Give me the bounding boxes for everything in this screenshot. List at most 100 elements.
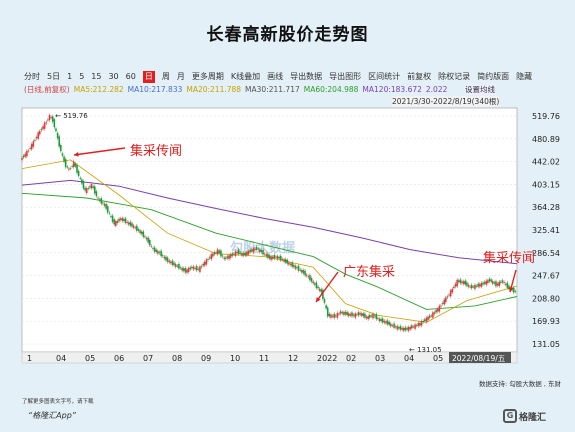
x-tick-label: 11 bbox=[259, 354, 269, 363]
annotation-arrowhead bbox=[316, 297, 321, 302]
candle-body bbox=[271, 256, 274, 259]
candle-body bbox=[419, 322, 421, 326]
toolbar-item-17[interactable]: 除权记录 bbox=[438, 72, 471, 81]
toolbar-item-7[interactable]: 日 bbox=[142, 71, 155, 83]
toolbar-item-1[interactable]: 5日 bbox=[47, 72, 61, 81]
candle-body bbox=[307, 276, 310, 278]
x-tick-label: 04 bbox=[404, 354, 414, 363]
toolbar-item-12[interactable]: 画线 bbox=[267, 72, 284, 81]
candle-body bbox=[482, 282, 484, 285]
candle-body bbox=[317, 286, 319, 289]
candle-body bbox=[123, 218, 125, 221]
toolbar-item-13[interactable]: 导出数据 bbox=[290, 72, 323, 81]
candle-body bbox=[161, 255, 164, 257]
candle-body bbox=[220, 250, 222, 257]
candle-body bbox=[244, 252, 247, 256]
candle-body bbox=[61, 153, 64, 156]
candle-body bbox=[69, 168, 72, 170]
candle-body bbox=[97, 197, 99, 199]
candle-body bbox=[351, 312, 353, 317]
candle-body bbox=[45, 122, 48, 124]
toolbar-item-4[interactable]: 15 bbox=[91, 72, 102, 81]
toolbar-item-18[interactable]: 简约版面 bbox=[477, 72, 510, 81]
candle-body bbox=[142, 231, 145, 237]
candle-body bbox=[503, 282, 505, 283]
candle-body bbox=[412, 326, 415, 328]
toolbar-item-16[interactable]: 前复权 bbox=[407, 72, 432, 81]
toolbar-item-2[interactable]: 1 bbox=[67, 72, 73, 81]
toolbar-item-19[interactable]: 隐藏 bbox=[516, 72, 533, 81]
data-source: 数据支持: 勾股大数据 , 东财 bbox=[479, 380, 561, 388]
candle-body bbox=[402, 327, 405, 331]
candle-body bbox=[396, 326, 399, 330]
toolbar-item-5[interactable]: 30 bbox=[108, 72, 119, 81]
candle-body bbox=[140, 231, 143, 234]
x-axis-strip bbox=[21, 351, 518, 364]
candle-body bbox=[310, 278, 313, 282]
candle-body bbox=[359, 313, 361, 315]
candle-body bbox=[275, 256, 277, 258]
toolbar-item-14[interactable]: 导出图形 bbox=[329, 72, 362, 81]
candle-body bbox=[263, 253, 266, 255]
candle-body bbox=[514, 291, 517, 293]
candle-body bbox=[323, 299, 326, 303]
candle-body bbox=[60, 145, 62, 152]
candle-body bbox=[47, 119, 49, 121]
candle-body bbox=[72, 161, 75, 168]
ma-setting-button[interactable]: 设置均线 bbox=[465, 84, 495, 95]
candle-body bbox=[87, 188, 90, 189]
candle-body bbox=[322, 289, 324, 299]
candle-body bbox=[414, 324, 416, 329]
candle-body bbox=[406, 327, 408, 330]
candle-body bbox=[90, 184, 93, 189]
candle-body bbox=[121, 218, 124, 221]
candle-body bbox=[38, 131, 41, 135]
candle-body bbox=[221, 255, 224, 257]
candle-body bbox=[137, 229, 140, 231]
candle-body bbox=[284, 259, 287, 263]
download-note: 了解更多图表文字写，请下载 bbox=[22, 399, 94, 405]
ma-legend: (日线,前复权) MA5:212.282 MA10:217.833 MA20:211.… bbox=[24, 84, 564, 95]
y-tick-label: 480.89 bbox=[532, 135, 560, 144]
candle-body bbox=[305, 274, 308, 276]
toolbar-item-0[interactable]: 分时 bbox=[24, 72, 40, 81]
candle-body bbox=[242, 253, 245, 256]
candle-body bbox=[55, 128, 57, 132]
annotation-arrow bbox=[315, 271, 339, 303]
candle-body bbox=[247, 250, 250, 255]
candle-body bbox=[260, 250, 263, 253]
candle-body bbox=[212, 253, 214, 257]
candle-body bbox=[378, 318, 381, 322]
candle-body bbox=[472, 286, 475, 288]
toolbar-item-9[interactable]: 月 bbox=[176, 72, 185, 81]
candle-body bbox=[280, 255, 282, 261]
x-tick-label: 04 bbox=[56, 354, 66, 363]
candle-body bbox=[464, 280, 467, 285]
candle-body bbox=[249, 249, 251, 252]
candle-body bbox=[215, 252, 217, 254]
toolbar-item-10[interactable]: 更多周期 bbox=[191, 72, 224, 81]
candle-body bbox=[409, 327, 412, 330]
toolbar-item-8[interactable]: 周 bbox=[161, 72, 170, 81]
candle-body bbox=[448, 294, 450, 296]
candle-body bbox=[267, 253, 269, 258]
y-tick-label: 403.15 bbox=[532, 180, 560, 189]
candle-body bbox=[153, 247, 156, 252]
candle-body bbox=[200, 266, 203, 268]
candle-body bbox=[26, 150, 28, 157]
candle-body bbox=[504, 283, 507, 285]
candle-body bbox=[512, 287, 515, 293]
candle-body bbox=[35, 136, 38, 139]
candle-body bbox=[354, 313, 357, 318]
toolbar-item-11[interactable]: K线叠加 bbox=[230, 72, 261, 81]
candle-body bbox=[152, 248, 154, 249]
toolbar-item-6[interactable]: 60 bbox=[125, 72, 136, 81]
toolbar-item-15[interactable]: 区间统计 bbox=[368, 72, 401, 81]
candle-body bbox=[283, 259, 285, 262]
candle-body bbox=[115, 221, 117, 226]
toolbar-item-3[interactable]: 5 bbox=[79, 72, 85, 81]
candle-body bbox=[168, 260, 171, 263]
ma-legend-item-4: MA60:204.988 bbox=[303, 85, 359, 94]
candle-body bbox=[325, 305, 327, 309]
candle-body bbox=[391, 325, 394, 327]
